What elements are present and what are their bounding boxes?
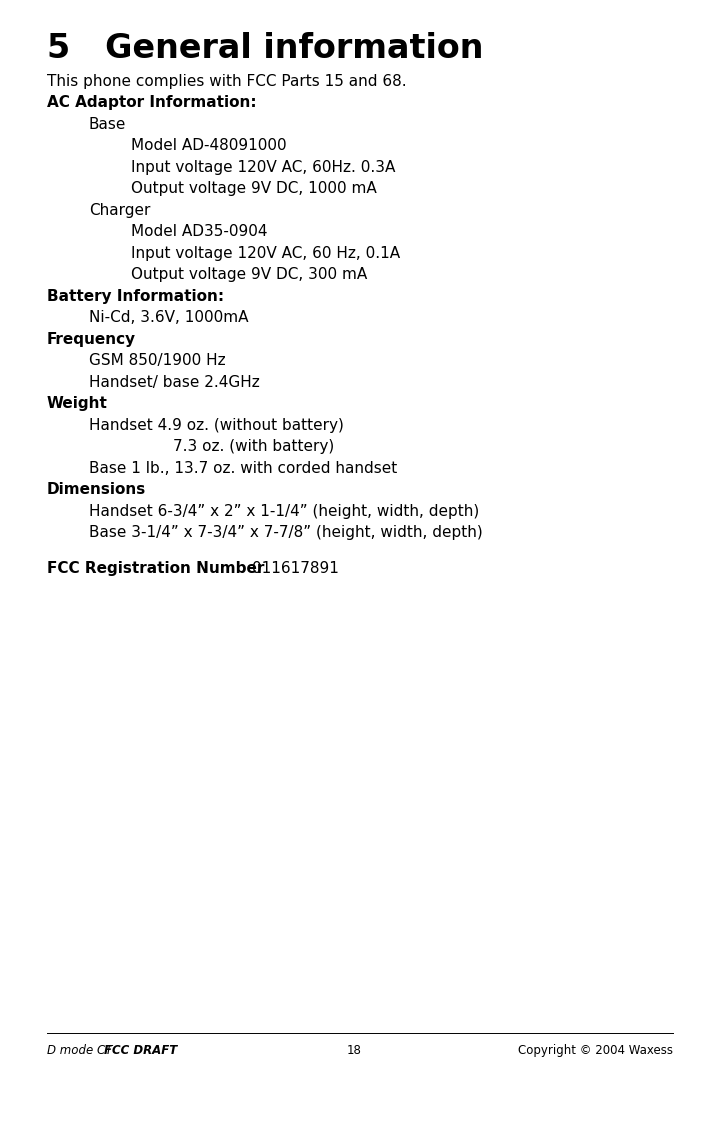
Text: Base 1 lb., 13.7 oz. with corded handset: Base 1 lb., 13.7 oz. with corded handset	[89, 461, 397, 476]
Text: Frequency: Frequency	[47, 332, 136, 347]
Text: Dimensions: Dimensions	[47, 483, 147, 497]
Text: Handset/ base 2.4GHz: Handset/ base 2.4GHz	[89, 375, 260, 390]
Text: Input voltage 120V AC, 60Hz. 0.3A: Input voltage 120V AC, 60Hz. 0.3A	[131, 160, 395, 175]
Text: Base: Base	[89, 118, 126, 132]
Text: 18: 18	[346, 1043, 362, 1057]
Text: This phone complies with FCC Parts 15 and 68.: This phone complies with FCC Parts 15 an…	[47, 73, 406, 89]
Text: 7.3 oz. (with battery): 7.3 oz. (with battery)	[173, 440, 334, 454]
Text: Copyright © 2004 Waxess: Copyright © 2004 Waxess	[518, 1043, 673, 1057]
Text: Ni-Cd, 3.6V, 1000mA: Ni-Cd, 3.6V, 1000mA	[89, 311, 249, 325]
Text: Base 3-1/4” x 7-3/4” x 7-7/8” (height, width, depth): Base 3-1/4” x 7-3/4” x 7-7/8” (height, w…	[89, 525, 483, 540]
Text: 011617891: 011617891	[252, 560, 339, 576]
Text: Output voltage 9V DC, 300 mA: Output voltage 9V DC, 300 mA	[131, 268, 367, 282]
Text: Input voltage 120V AC, 60 Hz, 0.1A: Input voltage 120V AC, 60 Hz, 0.1A	[131, 246, 400, 261]
Text: 5   General information: 5 General information	[47, 32, 484, 66]
Text: GSM 850/1900 Hz: GSM 850/1900 Hz	[89, 354, 226, 368]
Text: FCC DRAFT: FCC DRAFT	[104, 1043, 177, 1057]
Text: Handset 6-3/4” x 2” x 1-1/4” (height, width, depth): Handset 6-3/4” x 2” x 1-1/4” (height, wi…	[89, 504, 479, 519]
Text: AC Adaptor Information:: AC Adaptor Information:	[47, 96, 256, 111]
Text: Model AD35-0904: Model AD35-0904	[131, 225, 268, 240]
Text: Charger: Charger	[89, 203, 150, 218]
Text: FCC Registration Number: FCC Registration Number	[47, 560, 270, 576]
Text: Output voltage 9V DC, 1000 mA: Output voltage 9V DC, 1000 mA	[131, 182, 377, 197]
Text: Handset 4.9 oz. (without battery): Handset 4.9 oz. (without battery)	[89, 418, 344, 433]
Text: Weight: Weight	[47, 397, 108, 411]
Text: Battery Information:: Battery Information:	[47, 289, 224, 304]
Text: D mode CT: D mode CT	[47, 1043, 116, 1057]
Text: Model AD-48091000: Model AD-48091000	[131, 139, 287, 154]
